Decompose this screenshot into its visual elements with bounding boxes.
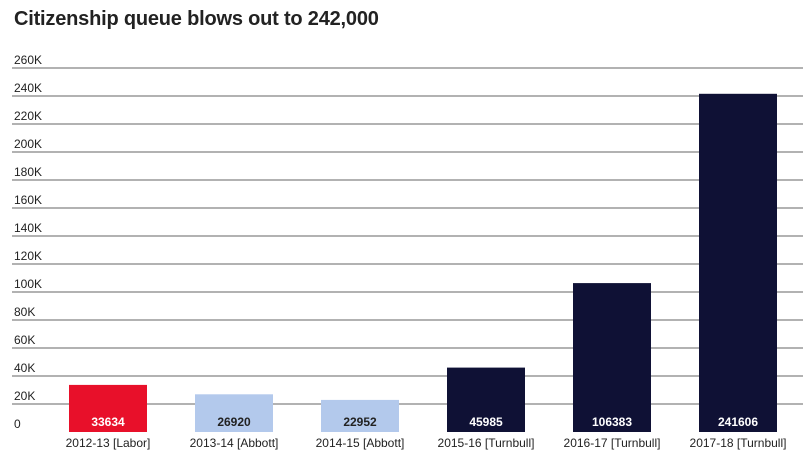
y-tick-label: 240K	[14, 81, 42, 95]
y-tick-label: 160K	[14, 193, 42, 207]
x-tick-label: 2017-18 [Turnbull]	[690, 436, 787, 450]
bars	[69, 93, 777, 433]
bar-value-label: 26920	[217, 415, 251, 429]
y-tick-label: 140K	[14, 221, 42, 235]
y-tick-label: 100K	[14, 277, 42, 291]
bar-value-label: 106383	[592, 415, 632, 429]
x-axis-category-labels: 2012-13 [Labor] 2013-14 [Abbott] 2014-15 […	[66, 436, 787, 450]
bar-value-labels: 33634 26920 22952 45985 106383 241606	[91, 415, 758, 429]
gridlines	[12, 67, 803, 405]
bar-value-label: 45985	[469, 415, 503, 429]
y-tick-label: 120K	[14, 249, 42, 263]
y-tick-label: 180K	[14, 165, 42, 179]
bar	[69, 384, 147, 432]
y-tick-label: 20K	[14, 389, 35, 403]
x-tick-label: 2014-15 [Abbott]	[316, 436, 405, 450]
bar-value-label: 22952	[343, 415, 377, 429]
bar	[699, 93, 777, 433]
bar	[573, 283, 651, 432]
x-tick-label: 2015-16 [Turnbull]	[438, 436, 535, 450]
bar	[447, 367, 525, 432]
chart-title: Citizenship queue blows out to 242,000	[14, 8, 379, 30]
y-tick-label: 80K	[14, 305, 35, 319]
x-tick-label: 2013-14 [Abbott]	[190, 436, 279, 450]
bar	[195, 394, 273, 432]
y-tick-label: 260K	[14, 53, 42, 67]
x-tick-label: 2012-13 [Labor]	[66, 436, 151, 450]
x-tick-label: 2016-17 [Turnbull]	[564, 436, 661, 450]
bar-value-label: 33634	[91, 415, 125, 429]
y-tick-label: 220K	[14, 109, 42, 123]
y-tick-label: 60K	[14, 333, 35, 347]
y-axis-tick-labels: 0 20K 40K 60K 80K 100K 120K 140K 160K 180K 200K 220…	[14, 53, 42, 431]
bar	[321, 399, 399, 432]
y-tick-label: 0	[14, 417, 21, 431]
bar-value-label: 241606	[718, 415, 758, 429]
y-tick-label: 200K	[14, 137, 42, 151]
y-tick-label: 40K	[14, 361, 35, 375]
